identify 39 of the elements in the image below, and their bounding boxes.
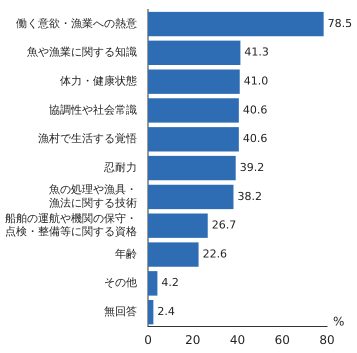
data-label: 40.6 — [242, 103, 268, 116]
bar — [148, 127, 239, 152]
data-label: 78.5 — [328, 16, 352, 30]
y-tick-label: その他 — [104, 276, 137, 290]
x-tick-label: 0 — [144, 332, 152, 347]
y-tick-label: 体力・健康状態 — [60, 74, 137, 88]
x-axis-title: % — [333, 314, 344, 329]
data-label: 40.6 — [242, 132, 268, 146]
bar — [148, 40, 240, 66]
bar — [148, 242, 199, 267]
y-tick-label: 無回答 — [104, 305, 137, 318]
bar — [148, 214, 208, 238]
y-tick-label: 魚や漁業に関する知識 — [27, 46, 137, 59]
data-label: 41.3 — [244, 46, 269, 59]
y-tick-label: 忍耐力 — [103, 160, 137, 174]
data-label: 2.4 — [157, 305, 175, 318]
bar — [148, 271, 158, 296]
data-label: 39.2 — [240, 160, 264, 174]
x-tick-label: 80 — [319, 332, 335, 347]
y-tick-label: 漁村で生活する覚悟 — [38, 132, 137, 146]
x-tick-label: 20 — [185, 332, 200, 347]
bar — [148, 156, 236, 180]
x-tick-label: 40 — [230, 332, 246, 347]
data-label: 41.0 — [244, 74, 268, 88]
data-label: 22.6 — [202, 247, 228, 260]
bar — [148, 69, 240, 94]
bar — [148, 12, 324, 36]
bar — [148, 98, 239, 123]
x-tick-label: 60 — [274, 332, 290, 347]
y-tick-label: 年齢 — [115, 247, 137, 260]
data-label: 38.2 — [237, 190, 262, 203]
data-label: 26.7 — [212, 218, 236, 232]
data-label: 4.2 — [161, 276, 179, 290]
bar — [148, 184, 234, 210]
y-tick-label: 船舶の運航や機関の保守・点検・整備等に関する資格 — [5, 212, 137, 238]
y-tick-label: 魚の処理や漁具・漁法に関する技術 — [49, 183, 137, 210]
bar — [148, 300, 154, 324]
y-tick-label: 働く意欲・漁業への熱意 — [16, 16, 137, 30]
y-tick-label: 協調性や社会常識 — [49, 103, 137, 116]
